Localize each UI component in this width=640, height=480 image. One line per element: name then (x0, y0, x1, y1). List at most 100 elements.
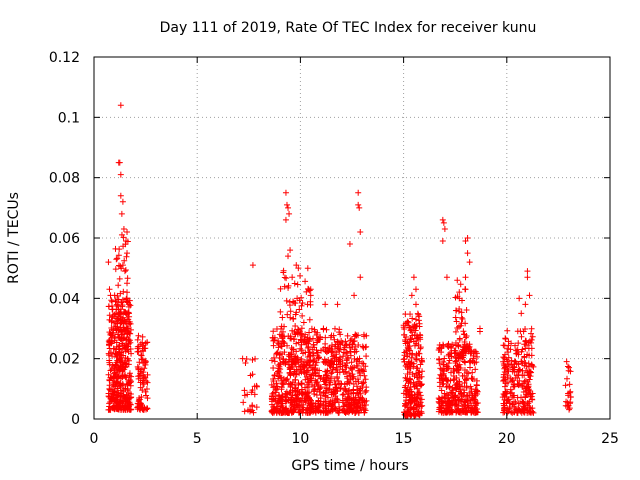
data-point (466, 392, 473, 399)
data-point (511, 358, 518, 365)
data-point (128, 378, 135, 385)
data-point (298, 337, 305, 344)
data-point (283, 297, 290, 304)
data-point (413, 323, 420, 330)
data-point (343, 341, 350, 348)
data-point (334, 388, 341, 395)
data-point (360, 344, 367, 351)
data-point (105, 303, 112, 310)
y-tick-label: 0.04 (49, 291, 80, 307)
data-point (114, 323, 121, 330)
data-point (416, 371, 423, 378)
data-point (117, 102, 124, 109)
data-point (525, 372, 532, 379)
data-point (402, 382, 409, 389)
data-point (283, 376, 290, 383)
data-point (445, 340, 452, 347)
data-point (351, 338, 358, 345)
data-point (529, 333, 536, 340)
data-point (268, 407, 275, 414)
data-point (121, 257, 128, 264)
data-point (413, 356, 420, 363)
data-point (302, 278, 309, 285)
data-point (271, 334, 278, 341)
data-point (105, 371, 112, 378)
data-point (134, 363, 141, 370)
data-point (471, 359, 478, 366)
data-point (520, 389, 527, 396)
data-point (144, 379, 151, 386)
data-point (514, 394, 521, 401)
data-point (347, 376, 354, 383)
data-point (511, 381, 518, 388)
data-point (458, 314, 465, 321)
data-point (436, 344, 443, 351)
data-point (124, 289, 131, 296)
data-point (528, 336, 535, 343)
x-tick-label: 15 (395, 431, 413, 447)
data-point (298, 325, 305, 332)
data-point (121, 394, 128, 401)
data-point (362, 363, 369, 370)
data-point (249, 262, 256, 269)
data-point (142, 388, 149, 395)
data-point (108, 366, 115, 373)
data-point (119, 380, 126, 387)
data-point (401, 409, 408, 416)
data-point (317, 383, 324, 390)
data-point (285, 253, 292, 260)
data-point (563, 375, 570, 382)
data-point (134, 336, 141, 343)
data-point (354, 402, 361, 409)
data-point (412, 301, 419, 308)
data-point (273, 400, 280, 407)
data-point (449, 408, 456, 415)
data-point (307, 409, 314, 416)
data-point (522, 338, 529, 345)
data-point (315, 354, 322, 361)
data-point (450, 365, 457, 372)
data-point (474, 353, 481, 360)
data-point (249, 371, 256, 378)
data-point (344, 408, 351, 415)
data-point (307, 292, 314, 299)
data-point (119, 402, 126, 409)
data-point (309, 408, 316, 415)
data-point (463, 384, 470, 391)
data-point (111, 337, 118, 344)
data-point (141, 365, 148, 372)
data-point (109, 379, 116, 386)
data-point (341, 362, 348, 369)
data-point (439, 216, 446, 223)
data-point (308, 325, 315, 332)
data-point (288, 350, 295, 357)
data-point (143, 392, 150, 399)
data-point (113, 362, 120, 369)
data-point (279, 314, 286, 321)
data-point (282, 359, 289, 366)
data-point (127, 401, 134, 408)
x-tick-label: 10 (291, 431, 309, 447)
data-point (125, 340, 132, 347)
data-point (316, 372, 323, 379)
data-point (144, 395, 151, 402)
data-point (471, 405, 478, 412)
data-point (439, 238, 446, 245)
data-point (522, 301, 529, 308)
data-point (308, 401, 315, 408)
data-point (289, 274, 296, 281)
data-point (287, 380, 294, 387)
data-point (296, 409, 303, 416)
data-point (520, 405, 527, 412)
data-point (524, 268, 531, 275)
data-point (448, 353, 455, 360)
data-point (403, 333, 410, 340)
data-point (117, 171, 124, 178)
data-point (322, 301, 329, 308)
data-point (111, 292, 118, 299)
data-point (112, 245, 119, 252)
data-point (106, 329, 113, 336)
data-point (110, 383, 117, 390)
data-point (345, 388, 352, 395)
